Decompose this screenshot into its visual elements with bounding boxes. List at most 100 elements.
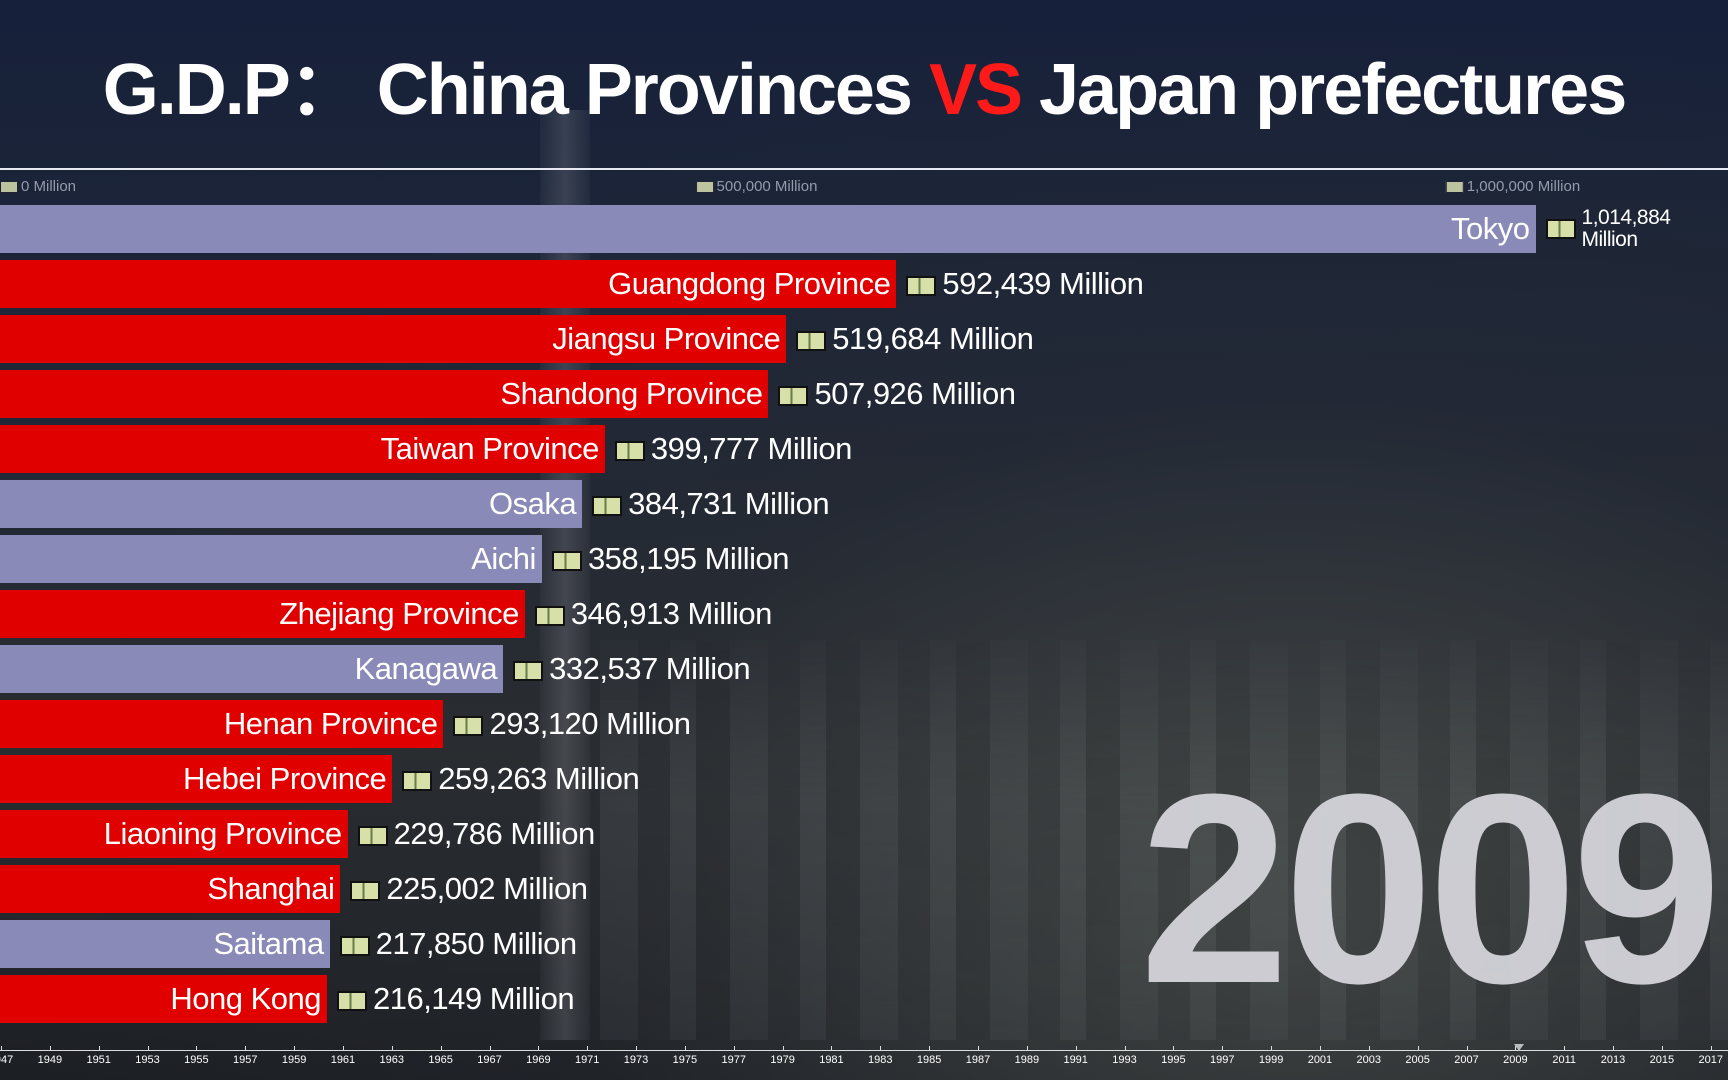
bar-label: Saitama <box>213 926 324 961</box>
value-label: 293,120 Million <box>453 700 691 748</box>
timeline-year-label[interactable]: 1999 <box>1258 1054 1284 1066</box>
timeline-tick <box>1 1046 2 1051</box>
timeline-tick <box>1173 1046 1175 1051</box>
timeline-year-label[interactable]: 2007 <box>1454 1054 1479 1066</box>
timeline-year-label[interactable]: 1955 <box>184 1054 209 1066</box>
value-label: 519,684 Million <box>796 315 1034 363</box>
timeline-tick <box>196 1046 198 1051</box>
timeline-year-label[interactable]: 2001 <box>1307 1054 1333 1066</box>
timeline-year-label[interactable]: 1953 <box>135 1054 160 1066</box>
timeline-tick <box>98 1046 100 1051</box>
bar-label: Guangdong Province <box>608 266 891 301</box>
bar-label: Shanghai <box>207 871 335 906</box>
timeline-year-label[interactable]: 1975 <box>672 1054 698 1066</box>
x-tick-label: 1,000,000 Million <box>1445 178 1580 195</box>
value-text: 358,195 Million <box>587 541 790 576</box>
value-label: 259,263 Million <box>402 755 640 803</box>
bar-label: Jiangsu Province <box>552 321 781 356</box>
timeline-tick <box>1417 1046 1419 1051</box>
timeline-year-label[interactable]: 1973 <box>623 1054 649 1066</box>
title-part2: Japan prefectures <box>1021 50 1627 130</box>
money-icon <box>1445 181 1464 194</box>
bar-label: Kanagawa <box>354 651 498 686</box>
title-vs: VS <box>928 50 1023 130</box>
timeline-year-label[interactable]: 1957 <box>233 1054 258 1066</box>
timeline-year-label[interactable]: 1989 <box>1014 1054 1040 1066</box>
timeline-tick <box>1466 1046 1468 1051</box>
bar-label: Hong Kong <box>170 981 322 1016</box>
timeline-tick <box>636 1046 638 1051</box>
timeline-year-label[interactable]: 1993 <box>1112 1054 1137 1066</box>
timeline-year-label[interactable]: 1977 <box>721 1054 746 1066</box>
timeline-tick <box>587 1046 589 1051</box>
timeline-tick <box>1026 1046 1028 1051</box>
timeline-year-label[interactable]: 2009 <box>1503 1054 1528 1066</box>
x-tick-label: 500,000 Million <box>695 178 817 195</box>
timeline-year-label[interactable]: 1963 <box>379 1054 405 1066</box>
timeline-year-label[interactable]: 1959 <box>281 1054 307 1066</box>
value-text: 217,850 Million <box>375 926 578 961</box>
timeline-year-label[interactable]: 1949 <box>37 1054 63 1066</box>
money-icon <box>695 181 714 194</box>
current-year: 2009 <box>1139 739 1722 1040</box>
timeline-year-label[interactable]: 1987 <box>965 1054 991 1066</box>
value-text: 519,684 Million <box>832 321 1034 356</box>
timeline-year-label[interactable]: 1991 <box>1063 1054 1088 1066</box>
timeline-year-label[interactable]: 1981 <box>819 1054 844 1066</box>
value-label: 507,926 Million <box>778 370 1016 418</box>
value-text: 346,913 Million <box>570 596 773 631</box>
value-label: 399,777 Million <box>614 425 853 473</box>
timeline-tick <box>978 1046 979 1051</box>
bar-label: Tokyo <box>1451 211 1530 246</box>
bar: Shanghai <box>0 865 341 913</box>
value-label: 1,014,884 Million <box>1545 205 1724 253</box>
value-label: 225,002 Million <box>350 865 588 913</box>
timeline-year-label[interactable]: 2003 <box>1356 1054 1382 1066</box>
timeline-line <box>0 1050 1728 1051</box>
value-label: 229,786 Million <box>357 810 595 858</box>
value-text: 259,263 Million <box>438 761 640 796</box>
timeline-year-label[interactable]: 2015 <box>1649 1054 1675 1066</box>
timeline-tick <box>929 1046 931 1051</box>
bar: Henan Province <box>0 700 444 748</box>
money-icon <box>551 551 582 571</box>
timeline-tick <box>538 1046 540 1051</box>
timeline-year-label[interactable]: 1985 <box>916 1054 942 1066</box>
timeline-year-label[interactable]: 1961 <box>330 1054 356 1066</box>
timeline-year-label[interactable]: 2017 <box>1698 1054 1723 1066</box>
value-text: 332,537 Million <box>549 651 751 686</box>
timeline-year-label[interactable]: 1967 <box>477 1054 502 1066</box>
timeline-tick <box>733 1046 735 1051</box>
timeline-year-label[interactable]: 2011 <box>1552 1054 1577 1066</box>
timeline-year-label[interactable]: 1951 <box>86 1054 111 1066</box>
bar: Aichi <box>0 535 542 583</box>
timeline-tick <box>1075 1046 1077 1051</box>
value-label: 592,439 Million <box>906 260 1144 308</box>
timeline-year-label[interactable]: 1965 <box>428 1054 453 1066</box>
money-icon <box>357 826 388 846</box>
background-cityscape <box>600 640 1728 1040</box>
timeline-year-label[interactable]: 1997 <box>1210 1054 1235 1066</box>
timeline-year-label[interactable]: 2013 <box>1600 1054 1626 1066</box>
money-icon <box>402 771 433 791</box>
bar-label: Shandong Province <box>500 376 763 411</box>
money-icon <box>0 181 18 194</box>
money-icon <box>534 606 565 626</box>
timeline-year-label[interactable]: 1983 <box>868 1054 893 1066</box>
timeline-tick <box>147 1046 149 1051</box>
money-icon <box>453 716 484 736</box>
timeline-year-label[interactable]: 1947 <box>0 1054 14 1066</box>
timeline-tick <box>49 1046 51 1051</box>
timeline-year-label[interactable]: 1971 <box>574 1054 600 1066</box>
bar: Jiangsu Province <box>0 315 787 363</box>
timeline-marker-icon[interactable] <box>1514 1044 1525 1051</box>
bar-label: Taiwan Province <box>380 431 600 466</box>
value-text: 399,777 Million <box>650 431 853 466</box>
bar: Hebei Province <box>0 755 393 803</box>
timeline-year-label[interactable]: 2005 <box>1405 1054 1430 1066</box>
timeline-year-label[interactable]: 1995 <box>1161 1054 1186 1066</box>
timeline-tick <box>245 1046 247 1051</box>
timeline-year-label[interactable]: 1979 <box>770 1054 795 1066</box>
timeline-year-label[interactable]: 1969 <box>526 1054 551 1066</box>
money-icon <box>778 386 809 406</box>
